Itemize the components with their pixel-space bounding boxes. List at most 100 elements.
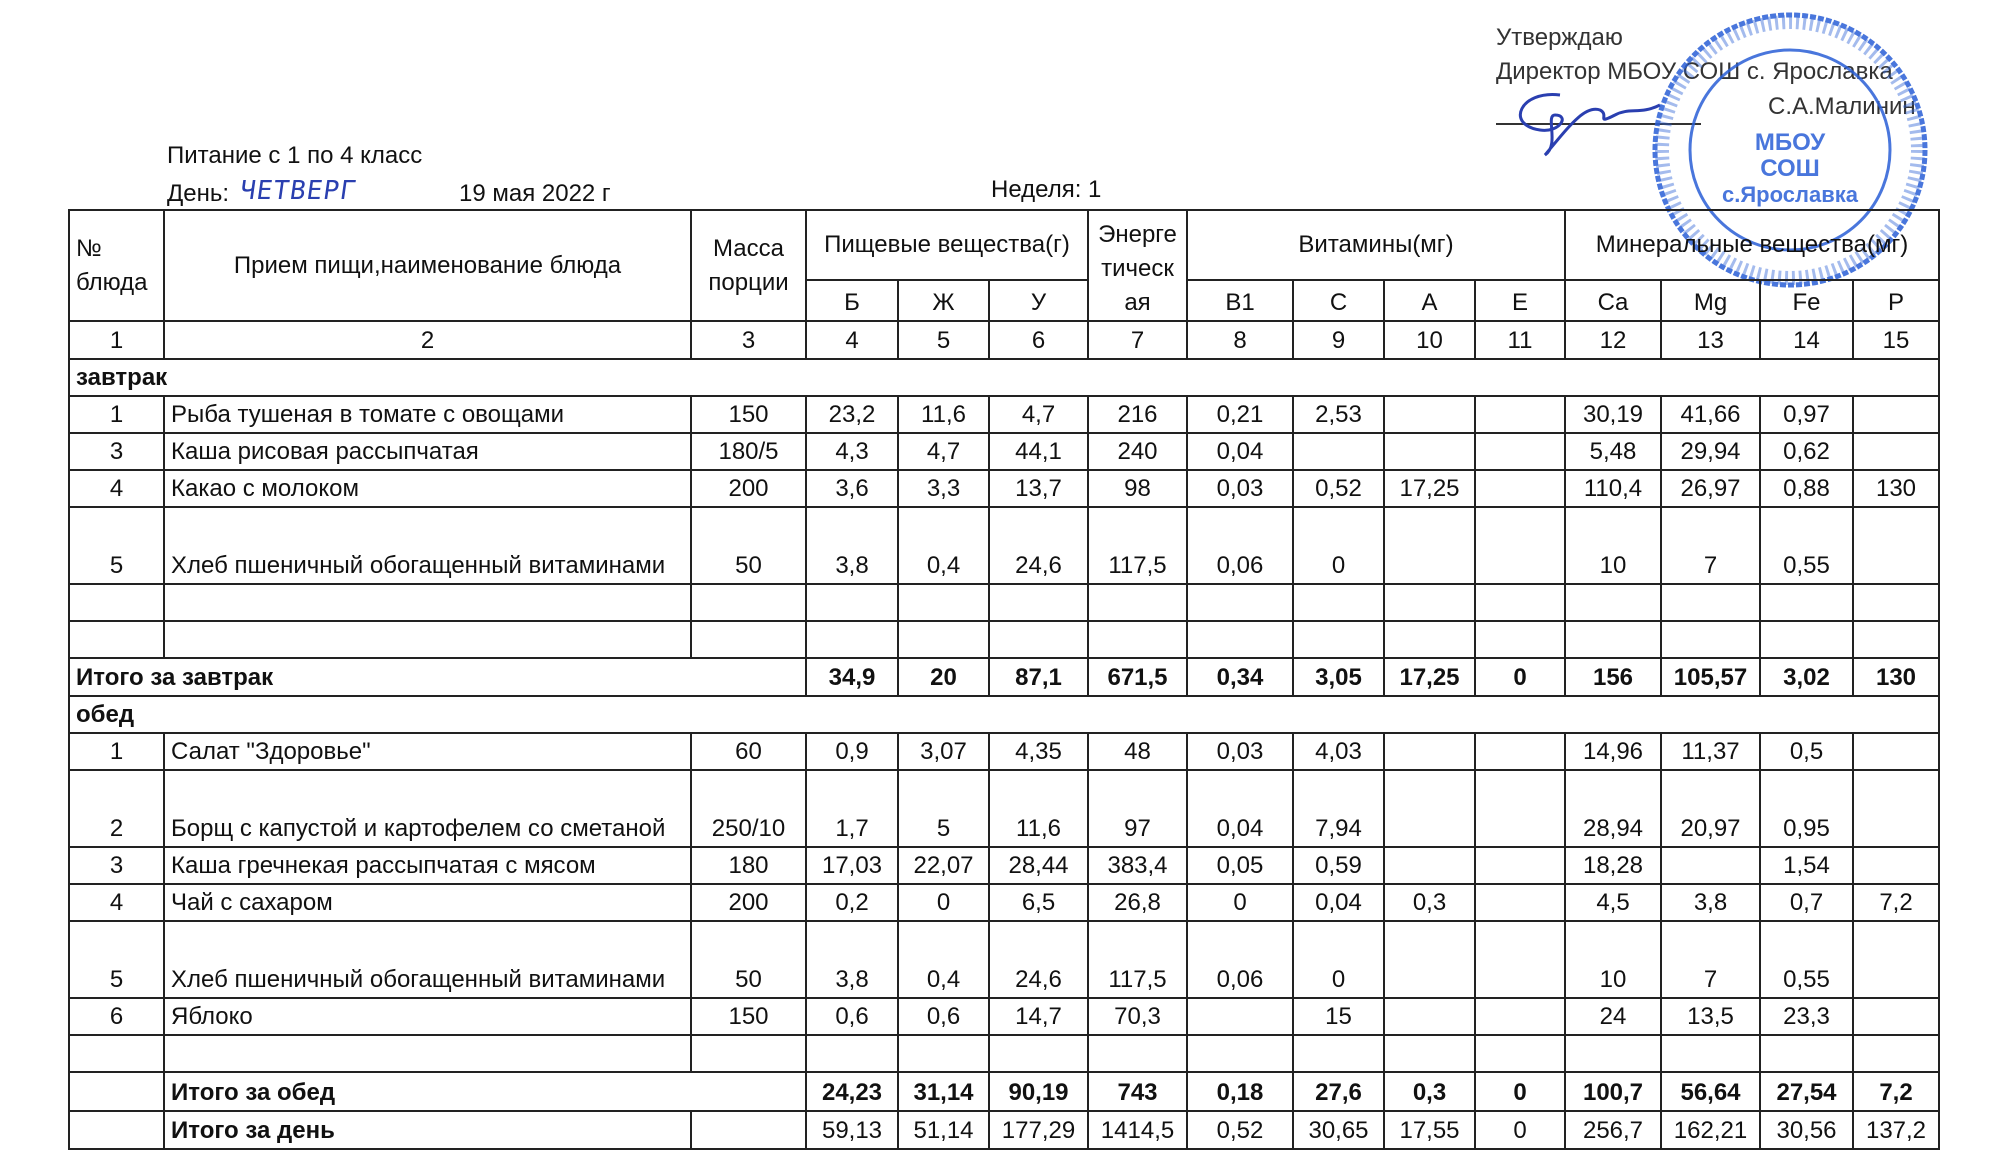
dish-value: 0,95 [1759,769,1854,848]
dish-value: 0,59 [1292,846,1385,885]
dish-value: 5 [897,769,990,848]
dish-value: 44,1 [988,432,1089,471]
dish-value: 0,6 [805,997,899,1036]
blank-cell [1759,583,1854,622]
column-number: 8 [1186,320,1294,360]
approval-director: Директор МБОУ СОШ с. Ярославка [1496,58,1893,85]
dish-name: Каша рисовая рассыпчатая [163,432,692,471]
table-row: 1 Рыба тушеная в томате с овощами 150 23,2 1… [68,395,1940,434]
week: Неделя: 1 [991,176,1102,203]
blank-cell [1383,583,1476,622]
dish-value [1474,769,1566,848]
dish-value: 26,8 [1087,883,1188,922]
dish-name: Салат "Здоровье" [163,732,692,771]
total-value: 105,57 [1660,657,1761,697]
dish-value: 0 [1292,920,1385,999]
dish-mass: 180/5 [690,432,807,471]
header-energy: Энергетическая [1087,209,1188,322]
blank-cell [1759,620,1854,659]
day-total-row: Итого за день 59,13 51,14 177,29 1414,5 0,52 3… [68,1110,1940,1150]
dish-value: 216 [1087,395,1188,434]
blank-row [68,583,1940,622]
header-sub: C [1292,279,1385,322]
dish-value: 0,5 [1759,732,1854,771]
dish-value: 13,5 [1660,997,1761,1036]
dish-value [1292,432,1385,471]
dish-value: 4,03 [1292,732,1385,771]
page-title: Питание с 1 по 4 класс [167,142,423,169]
table-row: 2 Борщ с капустой и картофелем со сметано… [68,769,1940,848]
dish-number: 5 [68,920,165,999]
dish-value: 110,4 [1564,469,1662,508]
dish-mass: 50 [690,920,807,999]
dish-value: 117,5 [1087,920,1188,999]
dish-value: 3,6 [805,469,899,508]
blank-cell [1564,620,1662,659]
blank-cell [805,1034,899,1073]
lunch-section-row: обед [68,695,1940,734]
signature [1518,93,1661,157]
dish-value [1383,997,1476,1036]
column-number: 5 [897,320,990,360]
total-value: 59,13 [805,1110,899,1150]
column-number: 14 [1759,320,1854,360]
blank-cell [1186,1034,1294,1073]
dish-mass: 250/10 [690,769,807,848]
header-vitamins: Витамины(мг) [1186,209,1566,281]
breakfast-total-label: Итого за завтрак [68,657,807,697]
dish-mass: 200 [690,469,807,508]
dish-name: Чай с сахаром [163,883,692,922]
column-number: 10 [1383,320,1476,360]
dish-value [1474,997,1566,1036]
header-no: № блюда [68,209,165,322]
dish-name: Рыба тушеная в томате с овощами [163,395,692,434]
dish-mass: 60 [690,732,807,771]
date: 19 мая 2022 г [459,180,611,207]
dish-value: 48 [1087,732,1188,771]
table-row: 5 Хлеб пшеничный обогащенный витаминами 50… [68,920,1940,999]
dish-value: 18,28 [1564,846,1662,885]
blank-cell [1474,583,1566,622]
dish-value: 28,44 [988,846,1089,885]
column-number-row: 1 2 3 4 5 6 7 8 9 10 11 12 13 14 15 [68,320,1940,360]
dish-value: 383,4 [1087,846,1188,885]
total-value: 56,64 [1660,1071,1761,1112]
dish-value: 11,6 [897,395,990,434]
dish-value: 3,8 [805,920,899,999]
dish-value: 4,3 [805,432,899,471]
dish-value: 41,66 [1660,395,1761,434]
dish-number: 5 [68,506,165,585]
total-value: 20 [897,657,990,697]
lunch-section-label: обед [68,695,1940,734]
dish-value: 0,55 [1759,920,1854,999]
menu-table: № блюда Прием пищи,наименование блюда Масс… [68,209,1940,1150]
blank-cell [988,620,1089,659]
lunch-total-label: Итого за обед [163,1071,807,1112]
dish-value [1186,997,1294,1036]
day-value: ЧЕТВЕРГ [237,176,359,206]
dish-value: 98 [1087,469,1188,508]
dish-value: 0,97 [1759,395,1854,434]
blank-cell [1383,620,1476,659]
dish-value: 0 [897,883,990,922]
dish-value: 11,6 [988,769,1089,848]
dish-value: 4,5 [1564,883,1662,922]
dish-value: 0,06 [1186,506,1294,585]
dish-mass: 50 [690,506,807,585]
header-sub: Mg [1660,279,1761,322]
dish-name: Борщ с капустой и картофелем со сметаной [163,769,692,848]
dish-number: 4 [68,883,165,922]
column-number: 7 [1087,320,1188,360]
column-number: 6 [988,320,1089,360]
dish-name: Хлеб пшеничный обогащенный витаминами [163,506,692,585]
dish-value: 24,6 [988,506,1089,585]
dish-value: 7,2 [1852,883,1940,922]
column-number: 9 [1292,320,1385,360]
dish-value: 0,04 [1292,883,1385,922]
header-minerals: Минеральные вещества(мг) [1564,209,1940,281]
dish-value: 20,97 [1660,769,1761,848]
dish-value: 17,03 [805,846,899,885]
total-value: 671,5 [1087,657,1188,697]
dish-value: 0 [1186,883,1294,922]
blank-cell [1087,583,1188,622]
